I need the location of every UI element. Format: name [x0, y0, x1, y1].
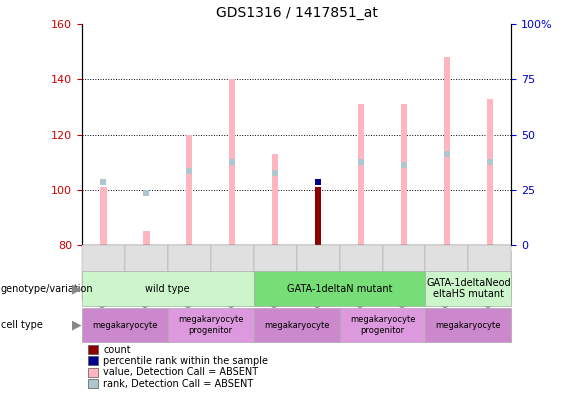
Bar — [143, 231, 150, 245]
Text: megakaryocyte
progenitor: megakaryocyte progenitor — [178, 315, 244, 335]
Bar — [401, 104, 407, 245]
Bar — [229, 79, 236, 245]
Text: megakaryocyte
progenitor: megakaryocyte progenitor — [350, 315, 415, 335]
Text: count: count — [103, 345, 131, 354]
Text: genotype/variation: genotype/variation — [1, 284, 93, 294]
Text: GATA-1deltaN mutant: GATA-1deltaN mutant — [287, 284, 392, 294]
Text: wild type: wild type — [146, 284, 190, 294]
Bar — [444, 58, 450, 245]
Text: percentile rank within the sample: percentile rank within the sample — [103, 356, 268, 366]
Bar — [272, 154, 279, 245]
Text: ▶: ▶ — [72, 282, 81, 295]
Text: megakaryocyte: megakaryocyte — [92, 320, 158, 330]
Text: ▶: ▶ — [72, 318, 81, 332]
Bar — [315, 187, 321, 245]
Title: GDS1316 / 1417851_at: GDS1316 / 1417851_at — [216, 6, 377, 21]
Bar — [358, 104, 364, 245]
Bar — [100, 187, 107, 245]
Text: rank, Detection Call = ABSENT: rank, Detection Call = ABSENT — [103, 379, 254, 388]
Text: megakaryocyte: megakaryocyte — [264, 320, 329, 330]
Text: value, Detection Call = ABSENT: value, Detection Call = ABSENT — [103, 367, 259, 377]
Bar — [186, 134, 193, 245]
Bar — [486, 99, 493, 245]
Text: megakaryocyte: megakaryocyte — [436, 320, 501, 330]
Text: GATA-1deltaNeod
eltaHS mutant: GATA-1deltaNeod eltaHS mutant — [426, 278, 511, 299]
Text: cell type: cell type — [1, 320, 42, 330]
